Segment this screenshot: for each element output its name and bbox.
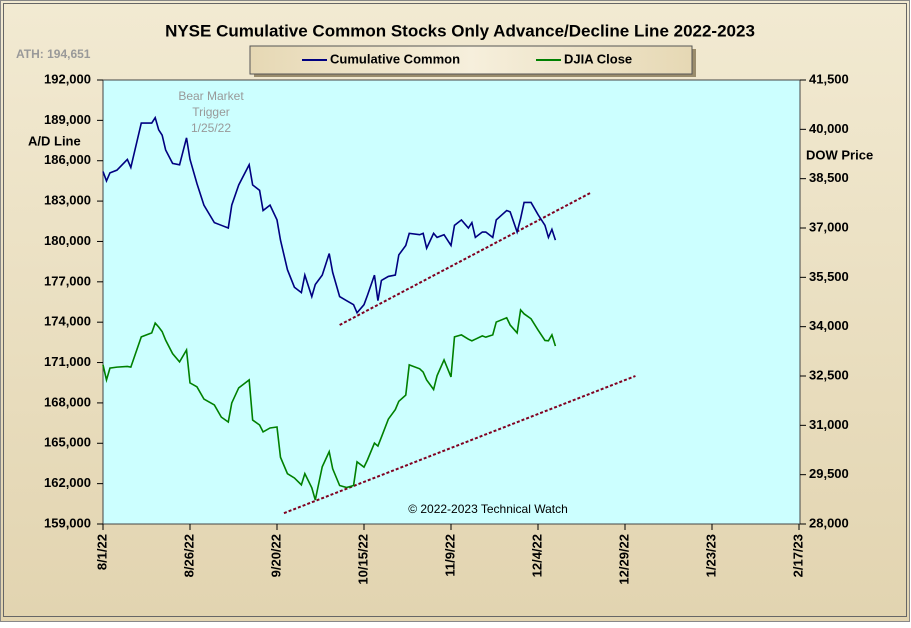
plot — [102, 115, 636, 515]
y-tick-label: 189,000 — [44, 112, 91, 127]
y2-tick-label: 31,000 — [809, 417, 849, 432]
y-tick-label: 162,000 — [44, 475, 91, 490]
x-tick-label: 8/1/22 — [94, 534, 109, 570]
series-line — [102, 115, 557, 315]
y-tick-label: 177,000 — [44, 273, 91, 288]
chart-title: NYSE Cumulative Common Stocks Only Advan… — [165, 21, 755, 40]
y2-tick-label: 41,500 — [809, 71, 849, 86]
x-tick-label: 12/4/22 — [529, 534, 544, 577]
y-axis-label: A/D Line — [28, 133, 81, 148]
trigger-label: Trigger — [192, 105, 230, 119]
plot-area — [102, 79, 801, 525]
y2-axis-label: DOW Price — [806, 147, 873, 162]
trigger-label: Bear Market — [178, 89, 244, 103]
y2-tick-label: 34,000 — [809, 318, 849, 333]
y2-tick-label: 40,000 — [809, 121, 849, 136]
y2-tick-label: 35,500 — [809, 269, 849, 284]
legend-label: DJIA Close — [564, 51, 632, 66]
x-tick-label: 2/17/23 — [790, 534, 805, 577]
y-tick-label: 168,000 — [44, 394, 91, 409]
y-tick-label: 183,000 — [44, 193, 91, 208]
trendline — [283, 375, 636, 515]
x-tick-label: 9/20/22 — [268, 534, 283, 577]
trendline — [339, 192, 591, 326]
legend-items: Cumulative Common DJIA Close — [302, 51, 632, 66]
legend-label: Cumulative Common — [330, 51, 460, 66]
y2-tick-label: 28,000 — [809, 515, 849, 530]
y-tick-label: 165,000 — [44, 435, 91, 450]
x-tick-label: 1/23/23 — [703, 534, 718, 577]
trigger-label: 1/25/22 — [191, 121, 231, 135]
x-tick-label: 8/26/22 — [181, 534, 196, 577]
copyright: © 2022-2023 Technical Watch — [408, 502, 568, 516]
x-tick-label: 10/15/22 — [355, 534, 370, 585]
y2-tick-label: 38,500 — [809, 170, 849, 185]
inner-frame — [3, 3, 907, 617]
y-tick-label: 192,000 — [44, 71, 91, 86]
x-tick-label: 11/9/22 — [442, 534, 457, 577]
y-tick-label: 159,000 — [44, 515, 91, 530]
y-tick-label: 186,000 — [44, 152, 91, 167]
ath-label: ATH: 194,651 — [16, 47, 91, 61]
y2-tick-label: 32,500 — [809, 367, 849, 382]
x-tick-label: 12/29/22 — [616, 534, 631, 585]
y2-tick-label: 37,000 — [809, 219, 849, 234]
y-tick-label: 180,000 — [44, 233, 91, 248]
y-tick-label: 174,000 — [44, 314, 91, 329]
y2-tick-label: 29,500 — [809, 466, 849, 481]
series-line — [102, 308, 557, 501]
y-tick-label: 171,000 — [44, 354, 91, 369]
